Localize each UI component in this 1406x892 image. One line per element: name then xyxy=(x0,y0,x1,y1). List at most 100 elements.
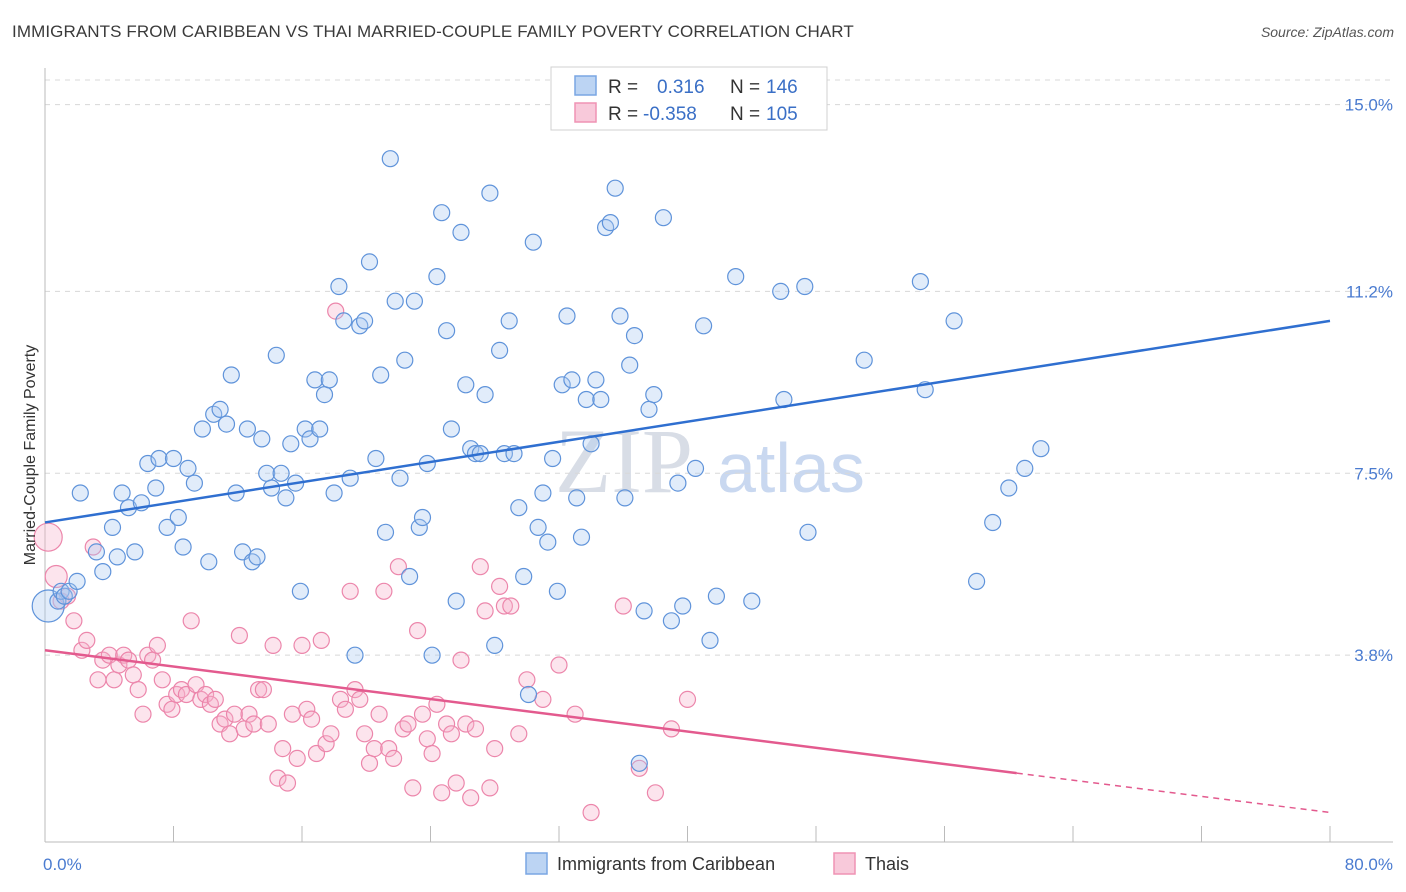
thais-point xyxy=(264,636,282,655)
thais-point xyxy=(288,749,306,768)
thais-point xyxy=(518,671,536,689)
caribbean-point xyxy=(158,518,176,537)
caribbean-point xyxy=(381,150,399,168)
caribbean-point xyxy=(529,518,547,537)
caribbean-point xyxy=(108,548,126,566)
thais-point xyxy=(646,784,665,802)
thais-point xyxy=(168,685,186,704)
caribbean-point xyxy=(150,449,168,468)
caribbean-point xyxy=(253,430,271,448)
caribbean-point xyxy=(674,597,692,615)
thais-point xyxy=(298,700,316,718)
caribbean-point xyxy=(796,277,814,296)
thais-point xyxy=(462,789,480,807)
thais-point xyxy=(481,779,499,797)
caribbean-point xyxy=(200,553,218,571)
caribbean-point xyxy=(423,646,441,664)
caribbean-point xyxy=(360,253,379,271)
thais-point xyxy=(380,739,398,758)
caribbean-point xyxy=(553,376,571,394)
legend-r-value-1: 0.316 xyxy=(657,77,705,98)
caribbean-point xyxy=(335,312,353,330)
legend-swatch-thais xyxy=(574,102,597,123)
thais-point xyxy=(502,597,520,615)
bottom-legend-thais: Thais xyxy=(865,854,909,874)
caribbean-point xyxy=(707,587,726,605)
chart-title: IMMIGRANTS FROM CARIBBEAN VS THAI MARRIE… xyxy=(12,22,854,41)
thais-point xyxy=(105,671,123,689)
thais-point xyxy=(418,730,436,748)
caribbean-point xyxy=(743,592,761,610)
thais-point xyxy=(250,680,268,699)
caribbean-point xyxy=(55,587,73,605)
caribbean-point xyxy=(217,415,236,433)
thais-point xyxy=(399,715,417,733)
thais-trend-line xyxy=(44,649,1017,775)
thais-point xyxy=(394,720,412,738)
thais-point xyxy=(365,739,383,758)
caribbean-point xyxy=(630,754,648,772)
y-axis-label: Married-Couple Family Poverty xyxy=(22,345,39,566)
thais-point xyxy=(375,582,393,600)
caribbean-point xyxy=(405,292,423,310)
caribbean-point xyxy=(772,282,790,300)
thais-point xyxy=(356,725,374,743)
caribbean-point xyxy=(1000,479,1018,497)
watermark: ZIP atlas xyxy=(555,410,865,512)
thais-point xyxy=(389,558,407,576)
caribbean-point xyxy=(515,567,533,586)
caribbean-point xyxy=(510,499,528,517)
caribbean-point xyxy=(662,612,681,630)
thais-point xyxy=(221,725,239,743)
caribbean-point xyxy=(282,435,300,453)
caribbean-point xyxy=(701,631,719,650)
caribbean-point xyxy=(519,685,538,704)
caribbean-point xyxy=(272,464,290,482)
caribbean-point xyxy=(193,420,211,438)
thais-point xyxy=(438,715,456,733)
caribbean-points xyxy=(31,150,1050,772)
caribbean-point xyxy=(568,489,586,507)
caribbean-point xyxy=(346,646,364,664)
caribbean-point xyxy=(625,327,644,345)
thais-point xyxy=(197,685,215,704)
x-tick-label-min: 0.0% xyxy=(43,855,82,874)
thais-point xyxy=(65,612,83,630)
y-tick-label: 11.2% xyxy=(1346,282,1393,301)
watermark-zip: ZIP xyxy=(555,410,693,512)
thais-point xyxy=(331,690,350,709)
thais-point xyxy=(89,671,107,689)
caribbean-point xyxy=(396,351,414,369)
thais-point xyxy=(413,705,432,723)
thais-point xyxy=(182,612,200,630)
caribbean-point xyxy=(330,277,348,296)
thais-point xyxy=(495,597,513,615)
bottom-legend-swatch-thais xyxy=(833,852,856,875)
thais-point xyxy=(129,680,147,699)
caribbean-point xyxy=(174,538,192,556)
legend-n-label-2: N = xyxy=(730,104,760,125)
thais-point xyxy=(148,636,166,655)
thais-point xyxy=(630,759,648,777)
thais-point xyxy=(322,725,340,743)
legend-n-value-2: 105 xyxy=(766,104,798,125)
thais-point xyxy=(582,803,600,822)
caribbean-point xyxy=(126,543,144,561)
thais-point xyxy=(134,705,152,723)
caribbean-trend-line xyxy=(44,319,1331,524)
thais-point xyxy=(534,690,552,709)
caribbean-point xyxy=(635,602,653,620)
caribbean-point xyxy=(476,386,494,404)
thais-point xyxy=(409,621,427,640)
bottom-legend-caribbean: Immigrants from Caribbean xyxy=(557,854,775,874)
x-tick-label-max: 80.0% xyxy=(1345,855,1393,874)
thais-point xyxy=(303,710,321,728)
caribbean-point xyxy=(94,562,112,581)
caribbean-point xyxy=(306,371,324,389)
caribbean-point xyxy=(386,292,404,310)
caribbean-point xyxy=(351,317,369,335)
thais-point xyxy=(293,636,311,655)
thais-point xyxy=(351,690,369,709)
caribbean-point xyxy=(433,204,451,222)
thais-point xyxy=(341,582,359,600)
